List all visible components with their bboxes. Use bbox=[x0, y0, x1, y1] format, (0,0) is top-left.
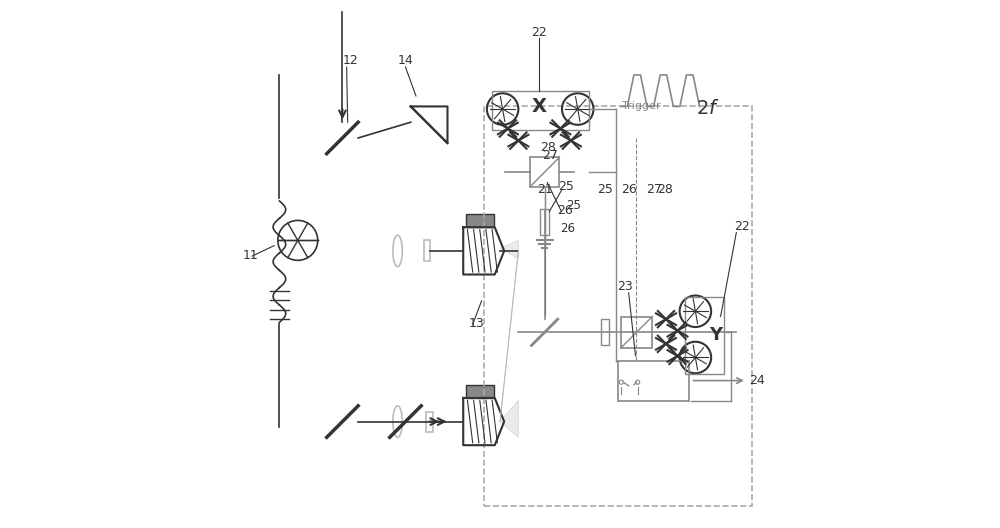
Bar bbox=[618, 361, 689, 401]
Text: X: X bbox=[532, 97, 547, 116]
Text: 25: 25 bbox=[597, 183, 613, 196]
Bar bbox=[466, 385, 494, 398]
Text: 11: 11 bbox=[243, 249, 258, 262]
Text: 12: 12 bbox=[342, 54, 358, 68]
Text: 13: 13 bbox=[468, 317, 484, 330]
Text: 27: 27 bbox=[542, 149, 558, 162]
Polygon shape bbox=[500, 240, 518, 259]
Text: 24: 24 bbox=[749, 374, 765, 387]
Text: 23: 23 bbox=[617, 280, 633, 293]
Bar bbox=[601, 319, 609, 345]
Text: Y: Y bbox=[709, 326, 722, 344]
Text: 28: 28 bbox=[540, 141, 556, 154]
Bar bbox=[621, 316, 652, 348]
Bar bbox=[466, 214, 494, 227]
Bar bbox=[540, 209, 549, 235]
Bar bbox=[530, 157, 559, 187]
Text: 25: 25 bbox=[566, 199, 581, 212]
Text: 14: 14 bbox=[398, 54, 413, 68]
Bar bbox=[424, 240, 430, 261]
Text: 21: 21 bbox=[537, 183, 553, 196]
Bar bbox=[492, 91, 589, 130]
Text: 27: 27 bbox=[646, 183, 662, 196]
Text: 25: 25 bbox=[558, 181, 574, 193]
Text: 26: 26 bbox=[560, 222, 575, 235]
Text: 26: 26 bbox=[557, 204, 572, 217]
Bar bbox=[426, 412, 433, 431]
Text: $2f$: $2f$ bbox=[696, 99, 719, 118]
Text: 26: 26 bbox=[621, 183, 637, 196]
Polygon shape bbox=[500, 401, 518, 437]
Text: 22: 22 bbox=[734, 220, 749, 233]
Text: Trigger: Trigger bbox=[622, 101, 661, 111]
Text: 28: 28 bbox=[658, 183, 673, 196]
Text: 22: 22 bbox=[532, 25, 547, 39]
Bar bbox=[685, 297, 724, 374]
